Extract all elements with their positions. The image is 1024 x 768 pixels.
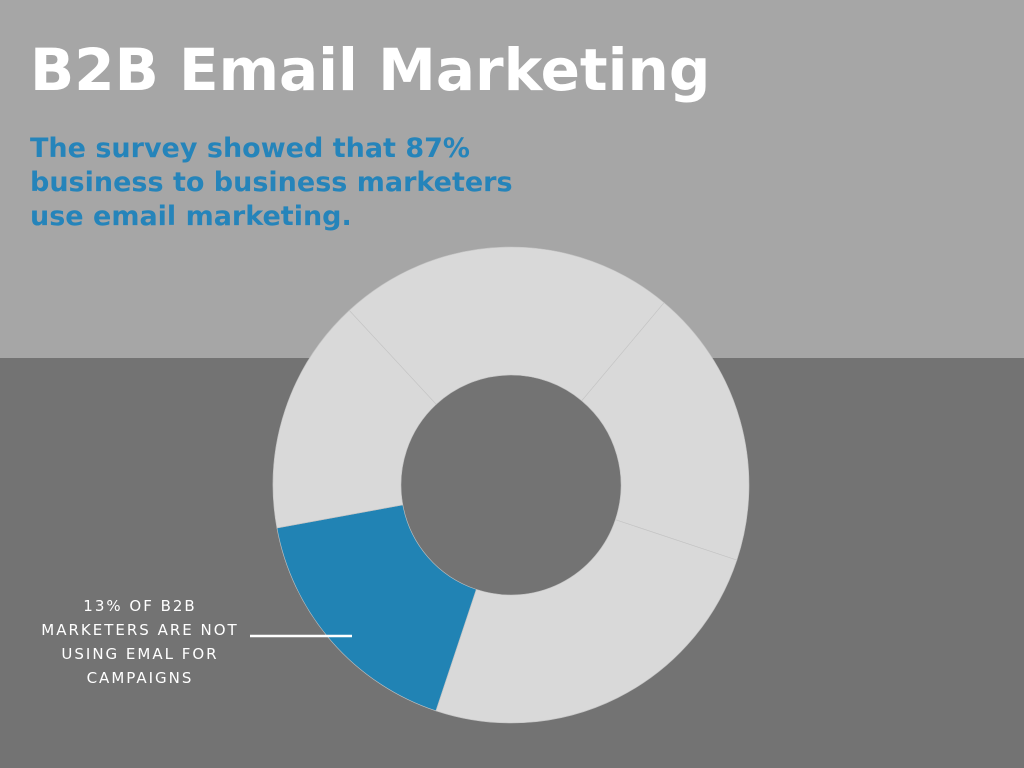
donut <box>272 246 750 724</box>
annotation-line: USING EMAL FOR <box>61 645 218 663</box>
subtitle-line: business to business marketers <box>30 167 513 198</box>
annotation: 13% OF B2B MARKETERS ARE NOT USING EMAL FO… <box>41 597 238 687</box>
donut-slice <box>276 504 477 712</box>
donut-slice <box>435 519 738 724</box>
subtitle-line: The survey showed that 87% <box>30 133 470 164</box>
title: B2B Email Marketing <box>30 36 710 104</box>
annotation-line: CAMPAIGNS <box>87 669 194 687</box>
annotation-line: MARKETERS ARE NOT <box>41 621 238 639</box>
subtitle: The survey showed that 87%business to bu… <box>30 133 513 232</box>
donut-slice <box>272 309 437 529</box>
donut-slice <box>348 246 665 405</box>
donut-slice <box>581 302 750 561</box>
subtitle-line: use email marketing. <box>30 201 352 232</box>
annotation-line: 13% OF B2B <box>83 597 196 615</box>
